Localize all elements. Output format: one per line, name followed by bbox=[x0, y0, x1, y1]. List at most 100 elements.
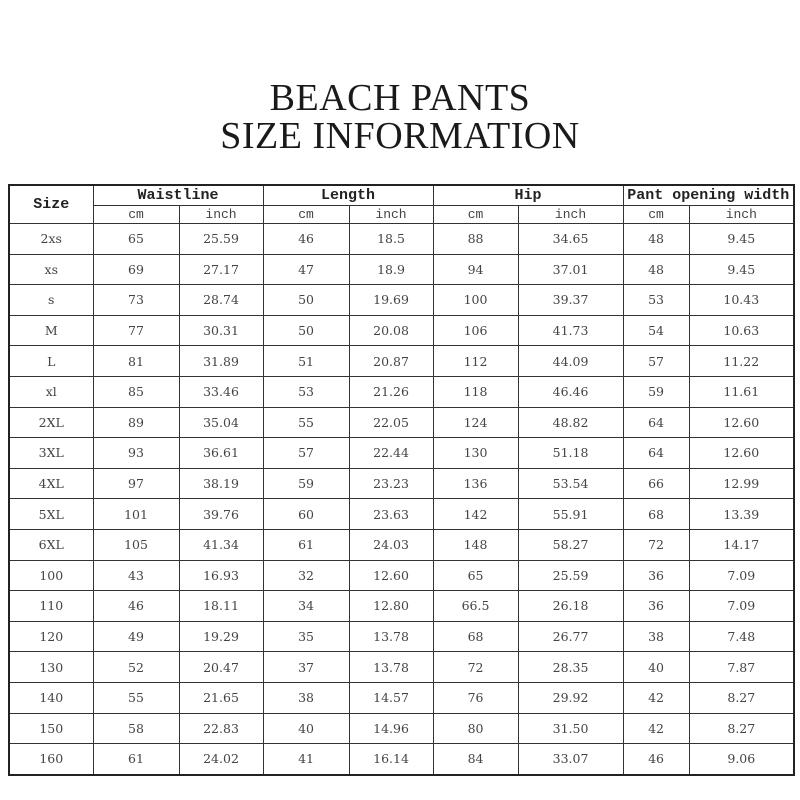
value-cell: 84 bbox=[432, 743, 519, 776]
value-cell: 27.17 bbox=[178, 253, 264, 286]
table-row: L 81 31.89 51 20.87 112 44.09 57 11.22 bbox=[8, 345, 795, 377]
value-cell: 26.18 bbox=[517, 590, 624, 622]
value-cell: 21.65 bbox=[178, 681, 264, 714]
value-cell: 34 bbox=[262, 590, 350, 622]
value-cell: 39.76 bbox=[178, 498, 264, 530]
value-cell: 10.43 bbox=[688, 284, 795, 316]
value-cell: 105 bbox=[92, 528, 180, 561]
unit-header: cm bbox=[432, 205, 519, 224]
value-cell: 23.63 bbox=[348, 498, 434, 530]
value-cell: 112 bbox=[432, 345, 519, 377]
value-cell: 39.37 bbox=[517, 284, 624, 316]
value-cell: 88 bbox=[432, 223, 519, 255]
size-cell: s bbox=[8, 284, 94, 316]
value-cell: 52 bbox=[92, 651, 180, 683]
value-cell: 33.07 bbox=[517, 743, 624, 776]
unit-header: inch bbox=[348, 205, 434, 224]
value-cell: 38 bbox=[622, 620, 690, 653]
value-cell: 64 bbox=[622, 406, 690, 439]
value-cell: 40 bbox=[622, 651, 690, 683]
value-cell: 35.04 bbox=[178, 406, 264, 439]
value-cell: 14.96 bbox=[348, 712, 434, 745]
value-cell: 89 bbox=[92, 406, 180, 439]
value-cell: 25.59 bbox=[517, 559, 624, 592]
value-cell: 48.82 bbox=[517, 406, 624, 439]
value-cell: 41.73 bbox=[517, 314, 624, 347]
size-cell: 110 bbox=[8, 590, 94, 622]
value-cell: 7.48 bbox=[688, 620, 795, 653]
table-row: 6XL 105 41.34 61 24.03 148 58.27 72 14.17 bbox=[8, 528, 795, 561]
value-cell: 37.01 bbox=[517, 253, 624, 286]
size-cell: 6XL bbox=[8, 528, 94, 561]
size-cell: xs bbox=[8, 253, 94, 286]
value-cell: 24.03 bbox=[348, 528, 434, 561]
value-cell: 54 bbox=[622, 314, 690, 347]
value-cell: 142 bbox=[432, 498, 519, 530]
value-cell: 8.27 bbox=[688, 712, 795, 745]
value-cell: 65 bbox=[92, 223, 180, 255]
value-cell: 47 bbox=[262, 253, 350, 286]
value-cell: 14.17 bbox=[688, 528, 795, 561]
value-cell: 13.39 bbox=[688, 498, 795, 530]
value-cell: 37 bbox=[262, 651, 350, 683]
value-cell: 60 bbox=[262, 498, 350, 530]
table-body: 2xs 65 25.59 46 18.5 88 34.65 48 9.45 xs 69 27.17 47… bbox=[8, 223, 795, 776]
unit-header: cm bbox=[622, 205, 690, 224]
value-cell: 55 bbox=[262, 406, 350, 439]
size-cell: 5XL bbox=[8, 498, 94, 530]
size-table: Size Waistline Length Hip Pant opening w… bbox=[8, 184, 796, 776]
value-cell: 7.09 bbox=[688, 559, 795, 592]
value-cell: 28.35 bbox=[517, 651, 624, 683]
table-row: 2xs 65 25.59 46 18.5 88 34.65 48 9.45 bbox=[8, 223, 795, 255]
value-cell: 58 bbox=[92, 712, 180, 745]
value-cell: 9.45 bbox=[688, 223, 795, 255]
value-cell: 68 bbox=[432, 620, 519, 653]
value-cell: 50 bbox=[262, 314, 350, 347]
size-cell: 4XL bbox=[8, 467, 94, 500]
value-cell: 20.47 bbox=[178, 651, 264, 683]
value-cell: 58.27 bbox=[517, 528, 624, 561]
value-cell: 61 bbox=[262, 528, 350, 561]
value-cell: 72 bbox=[622, 528, 690, 561]
value-cell: 40 bbox=[262, 712, 350, 745]
value-cell: 10.63 bbox=[688, 314, 795, 347]
table-row: 100 43 16.93 32 12.60 65 25.59 36 7.09 bbox=[8, 559, 795, 592]
value-cell: 16.93 bbox=[178, 559, 264, 592]
table-row: xs 69 27.17 47 18.9 94 37.01 48 9.45 bbox=[8, 253, 795, 286]
value-cell: 76 bbox=[432, 681, 519, 714]
value-cell: 55.91 bbox=[517, 498, 624, 530]
group-header-waistline: Waistline bbox=[92, 184, 264, 206]
value-cell: 97 bbox=[92, 467, 180, 500]
value-cell: 31.89 bbox=[178, 345, 264, 377]
table-row: 130 52 20.47 37 13.78 72 28.35 40 7.87 bbox=[8, 651, 795, 683]
size-cell: 100 bbox=[8, 559, 94, 592]
size-cell: xl bbox=[8, 375, 94, 408]
value-cell: 136 bbox=[432, 467, 519, 500]
value-cell: 46.46 bbox=[517, 375, 624, 408]
value-cell: 12.60 bbox=[348, 559, 434, 592]
value-cell: 12.99 bbox=[688, 467, 795, 500]
value-cell: 61 bbox=[92, 743, 180, 776]
value-cell: 66 bbox=[622, 467, 690, 500]
value-cell: 118 bbox=[432, 375, 519, 408]
value-cell: 44.09 bbox=[517, 345, 624, 377]
value-cell: 35 bbox=[262, 620, 350, 653]
value-cell: 22.83 bbox=[178, 712, 264, 745]
value-cell: 32 bbox=[262, 559, 350, 592]
value-cell: 31.50 bbox=[517, 712, 624, 745]
value-cell: 100 bbox=[432, 284, 519, 316]
value-cell: 85 bbox=[92, 375, 180, 408]
value-cell: 57 bbox=[622, 345, 690, 377]
value-cell: 7.87 bbox=[688, 651, 795, 683]
value-cell: 106 bbox=[432, 314, 519, 347]
value-cell: 93 bbox=[92, 437, 180, 469]
value-cell: 36.61 bbox=[178, 437, 264, 469]
unit-header: cm bbox=[262, 205, 350, 224]
size-cell: 3XL bbox=[8, 437, 94, 469]
value-cell: 11.61 bbox=[688, 375, 795, 408]
size-cell: 130 bbox=[8, 651, 94, 683]
value-cell: 7.09 bbox=[688, 590, 795, 622]
value-cell: 38 bbox=[262, 681, 350, 714]
value-cell: 33.46 bbox=[178, 375, 264, 408]
value-cell: 46 bbox=[622, 743, 690, 776]
